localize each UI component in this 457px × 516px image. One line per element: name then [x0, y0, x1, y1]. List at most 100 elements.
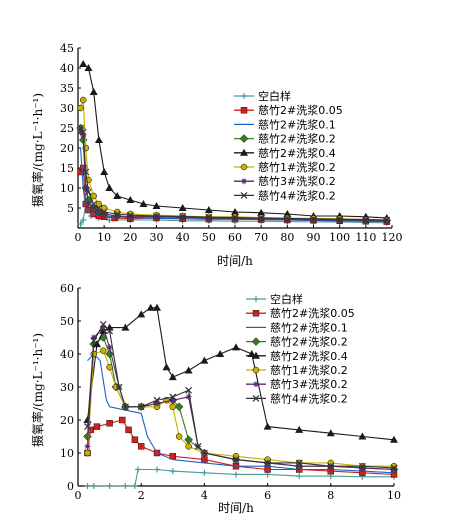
data-point [137, 403, 145, 411]
data-point [106, 217, 113, 223]
data-point [100, 208, 108, 216]
legend-label: 慈竹2#洗浆0.05 [258, 103, 343, 117]
data-point [175, 433, 183, 440]
data-point [310, 217, 317, 223]
data-point [80, 164, 87, 172]
y-tick-label: 50 [60, 315, 74, 328]
x-tick-label: 50 [202, 231, 216, 244]
legend-label: 慈竹2#洗浆0.1 [270, 320, 348, 334]
x-axis-label: 时间/h [217, 254, 253, 268]
data-point [77, 129, 84, 135]
data-point [93, 423, 101, 430]
data-point [326, 429, 335, 437]
x-tick-label: 6 [264, 489, 271, 502]
y-tick-label: 45 [60, 42, 74, 55]
legend-label: 空白样 [258, 89, 291, 103]
data-point [283, 210, 292, 217]
series-line [87, 353, 395, 474]
data-point [79, 60, 88, 67]
legend-swatch-marker [253, 296, 259, 302]
series-6 [84, 347, 398, 470]
legend-label: 慈竹1#洗浆0.2 [270, 363, 348, 377]
data-point [232, 343, 240, 351]
data-point [257, 214, 265, 222]
data-point [327, 462, 335, 470]
x-tick-label: 10 [97, 231, 111, 244]
data-point [264, 466, 271, 473]
data-point [169, 468, 176, 475]
data-point [95, 209, 102, 215]
data-point [336, 215, 344, 223]
series-8 [77, 124, 391, 224]
legend-swatch-marker [253, 381, 259, 388]
data-point [178, 204, 187, 211]
series-8 [84, 320, 398, 472]
y-tick-label: 30 [60, 381, 74, 394]
data-point [362, 216, 370, 224]
data-point [359, 464, 366, 471]
series-line [80, 127, 387, 221]
data-point [90, 205, 97, 211]
y-tick-label: 0 [67, 480, 74, 493]
data-point [179, 212, 187, 220]
legend-label: 慈竹2#洗浆0.4 [258, 146, 336, 160]
data-point [139, 200, 148, 207]
legend-swatch-marker [252, 394, 260, 402]
data-point [126, 211, 134, 219]
data-point [113, 210, 121, 218]
data-point [82, 168, 90, 176]
legend-label: 慈竹2#洗浆0.1 [258, 117, 336, 131]
data-point [296, 473, 303, 480]
data-point [119, 416, 126, 424]
data-point [99, 320, 107, 328]
y-tick-label: 5 [67, 202, 74, 215]
x-tick-label: 0 [75, 489, 82, 502]
data-point [100, 324, 107, 331]
series-line [86, 350, 394, 467]
data-point [153, 303, 161, 311]
data-point [131, 436, 139, 443]
data-point [200, 356, 209, 364]
legend-swatch-marker [252, 351, 260, 359]
series-line [86, 307, 395, 441]
legend-label: 慈竹1#洗浆0.2 [258, 160, 336, 174]
data-point [295, 459, 303, 467]
data-point [391, 466, 397, 473]
data-point [153, 212, 160, 220]
legend-swatch-marker [239, 134, 249, 143]
data-point [90, 200, 98, 208]
data-point [125, 426, 132, 434]
legend-label: 慈竹2#洗浆0.4 [270, 349, 348, 363]
data-point [106, 344, 113, 351]
x-tick-label: 2 [138, 489, 145, 502]
y-tick-label: 60 [60, 282, 74, 295]
x-tick-label: 110 [355, 231, 376, 244]
data-point [89, 88, 98, 95]
data-point [77, 124, 85, 132]
y-axis-label: 摄氧率/(mg·L⁻¹·h⁻¹) [30, 333, 45, 447]
data-point [131, 483, 138, 489]
legend-swatch-marker [240, 148, 248, 156]
data-point [201, 456, 208, 463]
data-point [113, 192, 122, 199]
data-point [106, 363, 113, 371]
x-tick-label: 30 [150, 231, 164, 244]
x-tick-label: 0 [75, 231, 82, 244]
data-point [84, 449, 91, 457]
series-2 [84, 416, 398, 478]
data-point [162, 363, 171, 371]
data-point [100, 168, 109, 175]
legend-swatch-marker [252, 366, 260, 374]
data-point [126, 196, 135, 203]
data-point [201, 469, 208, 476]
data-point [295, 425, 304, 433]
legend-swatch-marker [251, 337, 261, 346]
data-point [231, 214, 239, 222]
data-point [77, 221, 84, 227]
x-tick-label: 80 [280, 231, 294, 244]
data-point [152, 202, 161, 209]
legend-label: 慈竹3#洗浆0.2 [258, 174, 336, 188]
data-point [154, 466, 160, 473]
legend-label: 慈竹4#洗浆0.2 [258, 188, 336, 202]
